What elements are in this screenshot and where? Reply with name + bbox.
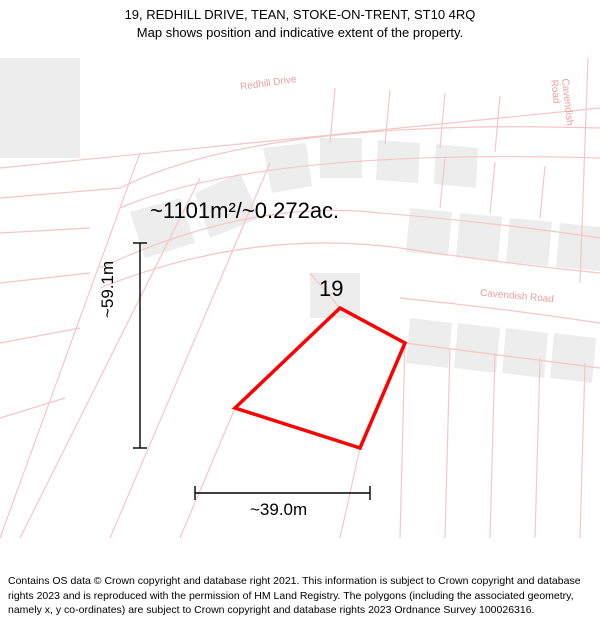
title: 19, REDHILL DRIVE, TEAN, STOKE-ON-TRENT,… <box>10 6 590 24</box>
plot-number: 19 <box>319 276 343 302</box>
height-label: ~59.1m <box>98 261 118 318</box>
width-label: ~39.0m <box>250 500 307 520</box>
subtitle: Map shows position and indicative extent… <box>10 24 590 42</box>
map: ~1101m²/~0.272ac. 19 ~59.1m ~39.0m Redhi… <box>0 48 600 538</box>
area-label: ~1101m²/~0.272ac. <box>150 198 339 224</box>
header: 19, REDHILL DRIVE, TEAN, STOKE-ON-TRENT,… <box>0 0 600 45</box>
footer: Contains OS data © Crown copyright and d… <box>0 568 600 625</box>
footer-text: Contains OS data © Crown copyright and d… <box>8 575 581 615</box>
highlight-polygon <box>235 308 405 448</box>
